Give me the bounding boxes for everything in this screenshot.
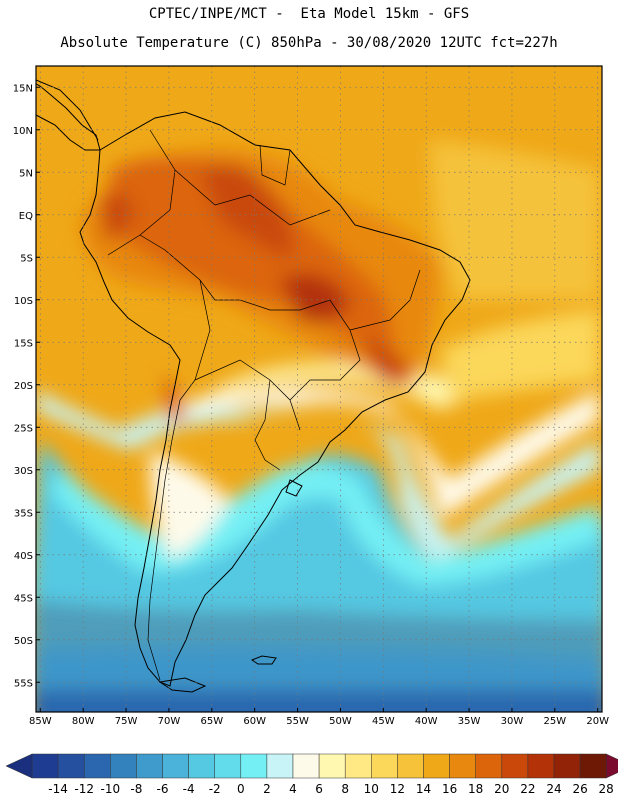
lat-label: 55S [14,678,33,689]
colorbar-swatch [475,753,503,779]
colorbar-label: 12 [390,782,405,796]
lat-label: 5N [19,168,33,179]
colorbar-swatch [371,753,398,779]
lat-label: 50S [14,636,33,647]
lat-label: 35S [14,508,33,519]
colorbar-label: -2 [209,782,221,796]
lon-label: 40W [415,716,438,727]
colorbar-swatch [501,753,529,779]
colorbar-swatch [83,753,111,779]
lon-label: 50W [329,716,352,727]
colorbar-label: -6 [157,782,169,796]
lat-label: 30S [14,466,33,477]
colorbar-label: -8 [130,782,142,796]
colorbar-swatch [162,753,189,779]
colorbar-swatch [214,753,242,779]
colorbar-swatch [266,753,294,779]
lon-label: 60W [243,716,266,727]
colorbar-label: 10 [364,782,379,796]
colorbar-label: 22 [520,782,535,796]
colorbar-label: 4 [289,782,297,796]
colorbar-label: 14 [416,782,431,796]
colorbar-swatch [188,753,215,779]
colorbar-label: 8 [341,782,349,796]
lon-label: 80W [72,716,95,727]
colorbar-swatch [527,753,555,779]
lat-label: 15N [13,83,33,94]
colorbar-label: 0 [237,782,245,796]
lon-label: 55W [286,716,309,727]
colorbar-label: 26 [572,782,587,796]
colorbar-label: 18 [468,782,483,796]
lat-label: 45S [14,593,33,604]
lon-label: 20W [586,716,609,727]
colorbar-label: -14 [48,782,68,796]
caribbean-coast [36,79,99,141]
lat-label: 15S [14,338,33,349]
graticule [36,66,602,712]
colorbar-label: -12 [74,782,94,796]
colorbar-label: 16 [442,782,457,796]
central-america-coast [36,83,101,151]
lon-label: 85W [29,716,52,727]
lon-label: 45W [372,716,395,727]
lat-label: 25S [14,423,33,434]
country-borders [107,129,421,681]
lat-label: EQ [19,211,33,222]
colorbar-label: 20 [494,782,509,796]
colorbar-swatch [344,753,372,779]
lon-label: 35W [458,716,481,727]
colorbar-swatch [240,753,268,779]
colorbar-label: 28 [599,782,614,796]
colorbar-swatch [397,753,424,779]
colorbar-swatch [136,753,163,779]
colorbar-overflow-arrow [605,753,618,779]
lon-label: 65W [200,716,223,727]
colorbar-label: 24 [546,782,561,796]
colorbar-swatch [423,753,450,779]
lon-label: 70W [158,716,181,727]
colorbar-label: 6 [315,782,323,796]
lagoa-dos-patos [285,479,303,497]
lat-label: 10S [14,296,33,307]
colorbar-label: 2 [263,782,271,796]
colorbar-swatch [57,753,85,779]
colorbar [5,753,618,779]
lon-label: 75W [115,716,138,727]
lon-label: 25W [544,716,567,727]
title-line-1: CPTEC/INPE/MCT - Eta Model 15km - GFS [148,6,470,22]
colorbar-swatch [318,753,346,779]
colorbar-swatch [292,753,320,779]
colorbar-swatch [110,753,137,779]
galapagos [36,199,37,202]
colorbar-swatch [449,753,476,779]
lat-label: 10N [13,126,33,137]
colorbar-labels: -14 -12 -10 -8 -6 -4 -2 0 2 4 6 8 10 12 14 16 18 20 22 24 26… [48,782,614,796]
coastline [36,79,471,693]
temperature-field [36,66,602,712]
south-america-coast [79,111,471,687]
colorbar-label: -10 [100,782,120,796]
latitude-labels: 15N 10N 5N EQ 5S 10S 15S 20S 25S 30S 35S 40S 45S 50S 5… [13,83,40,689]
lat-label: 40S [14,551,33,562]
lat-label: 5S [20,253,33,264]
colorbar-underflow-arrow [5,753,33,779]
colorbar-swatch [31,753,59,779]
falkland-islands [250,655,277,665]
colorbar-swatch [553,753,581,779]
colorbar-swatch [579,753,607,779]
tierra-del-fuego [158,677,207,693]
lon-label: 30W [501,716,524,727]
colorbar-label: -4 [183,782,195,796]
lat-label: 20S [14,381,33,392]
map-frame [35,65,603,713]
longitude-labels: 85W 80W 75W 70W 65W 60W 55W 50W 45W 40W 35W 30W 25W 2… [29,708,609,727]
title-line-2: Absolute Temperature (C) 850hPa - 30/08/… [60,35,558,51]
